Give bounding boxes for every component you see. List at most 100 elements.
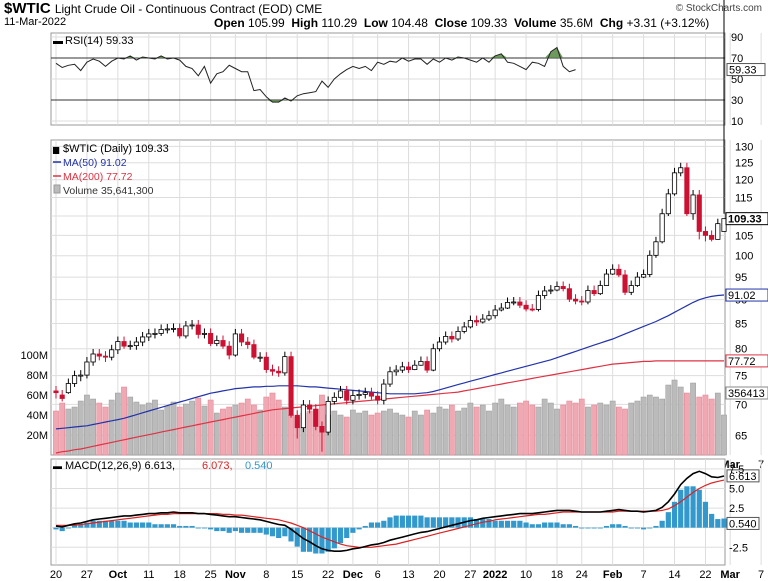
price-legend: ▆ $WTIC (Daily) 109.33 MA(50) 91.02 MA(200)… <box>52 143 169 197</box>
price-tick-label: 85 <box>735 318 747 330</box>
candle-body <box>177 328 183 337</box>
candle-body <box>232 333 238 356</box>
price-tick-label: 75 <box>735 371 747 383</box>
volume-bar <box>374 412 381 456</box>
macd-hist-bar <box>368 522 375 528</box>
candle-body <box>146 333 152 338</box>
x-tick-label: 6 <box>375 569 381 581</box>
volume-bar <box>90 398 96 456</box>
volume-bar <box>566 400 573 456</box>
macd-hist-bar <box>189 525 195 528</box>
candle-body <box>109 349 115 358</box>
volume-bar <box>65 408 72 456</box>
candle-body <box>449 336 455 340</box>
volume-bar <box>331 410 338 456</box>
macd-hist-bar <box>424 517 430 528</box>
candle-body <box>684 167 690 215</box>
volume-bar <box>449 404 455 456</box>
volume-bar <box>77 400 84 456</box>
macd-hist-bar <box>597 527 603 529</box>
macd-hist-bar <box>610 524 616 528</box>
macd-hist-bar <box>387 517 393 528</box>
volume-bar <box>145 402 152 456</box>
candle-body <box>641 274 647 278</box>
macd-tick-label: 7.5 <box>729 464 744 476</box>
macd-legend-signal: 6.073, <box>202 460 233 472</box>
volume-bar <box>195 397 202 456</box>
volume-bar <box>251 404 257 456</box>
volume-bar <box>616 406 622 456</box>
x-tick-label: Mar <box>720 569 740 581</box>
macd-hist-bar <box>133 522 140 528</box>
macd-legend-swatch: ▬ <box>53 461 62 471</box>
macd-hist-bar <box>616 524 622 528</box>
macd-hist-bar <box>331 527 337 549</box>
candle-body <box>542 290 548 296</box>
macd-hist-bar <box>665 512 671 528</box>
volume-bar <box>684 392 690 456</box>
candle-body <box>585 290 591 303</box>
macd-hist-bar <box>653 525 659 528</box>
candle-body <box>387 371 393 385</box>
candle-body <box>344 390 350 401</box>
candle-body <box>319 426 325 433</box>
macd-hist-bar <box>498 520 504 528</box>
open-label: Open <box>214 16 245 30</box>
legend-ma50: MA(50) 91.02 <box>63 157 127 169</box>
macd-hist-bar <box>313 527 319 554</box>
ma200-line <box>55 360 724 454</box>
macd-hist-bar <box>350 527 356 533</box>
macd-tick-label: 2.5 <box>729 503 744 515</box>
macd-hist-bar <box>671 501 678 528</box>
legend-volume: Volume 35,641,300 <box>63 185 154 197</box>
candles <box>53 0 727 452</box>
macd-x-axis: 20 27 Oct 11 18 25 Nov 8 15 22 Dec 6 13 20 27 2022 10 18 2… <box>50 569 764 581</box>
volume-bar <box>53 410 59 456</box>
candle-body <box>263 356 269 370</box>
rsi-tick-label: 50 <box>731 74 743 86</box>
macd-hist-bar <box>344 527 350 539</box>
volume-bar <box>714 392 721 456</box>
candle-body <box>702 231 709 236</box>
macd-hist-bar <box>195 527 201 529</box>
macd-hist-bar <box>381 520 387 528</box>
brand-watermark[interactable]: © StockCharts.com <box>675 3 762 14</box>
volume-bar <box>176 406 183 456</box>
candle-body <box>455 330 461 340</box>
candle-body <box>461 326 467 332</box>
candle-body <box>690 194 696 215</box>
candle-body <box>647 254 653 275</box>
macd-hist-bar <box>78 524 84 528</box>
volume-bar <box>597 402 604 456</box>
macd-hist-bar <box>375 522 381 528</box>
candle-body <box>276 370 282 374</box>
candle-body <box>535 295 542 310</box>
macd-hist-bar <box>548 522 554 528</box>
x-tick-label: 22 <box>699 569 711 581</box>
volume-bar <box>232 404 239 456</box>
candle-body <box>492 309 498 317</box>
candle-body <box>616 268 622 276</box>
rsi-tick-label: 10 <box>731 116 743 128</box>
candle-body <box>53 390 59 394</box>
ma50-line <box>55 294 725 430</box>
macd-signal-line <box>56 479 725 548</box>
volume-bar <box>467 402 474 456</box>
volume-bar <box>646 394 653 456</box>
volume-bar <box>665 384 672 456</box>
volume-bar <box>640 396 647 456</box>
candle-body <box>65 383 71 394</box>
macd-hist-bar <box>263 527 269 535</box>
macd-hist-bar <box>71 524 78 528</box>
macd-hist-bar <box>121 520 127 528</box>
macd-hist-bar <box>183 525 189 528</box>
macd-tick-label: 0.540 <box>729 518 757 530</box>
quote-date: 11-Mar-2022 <box>4 16 67 28</box>
candle-body <box>634 276 640 286</box>
candle-body <box>591 290 597 295</box>
macd-hist-bar <box>177 525 183 528</box>
volume-bar <box>170 401 177 456</box>
macd-hist-bar <box>238 527 245 533</box>
legend-price: $WTIC (Daily) 109.33 <box>63 143 169 155</box>
x-tick-label: 24 <box>576 569 588 581</box>
